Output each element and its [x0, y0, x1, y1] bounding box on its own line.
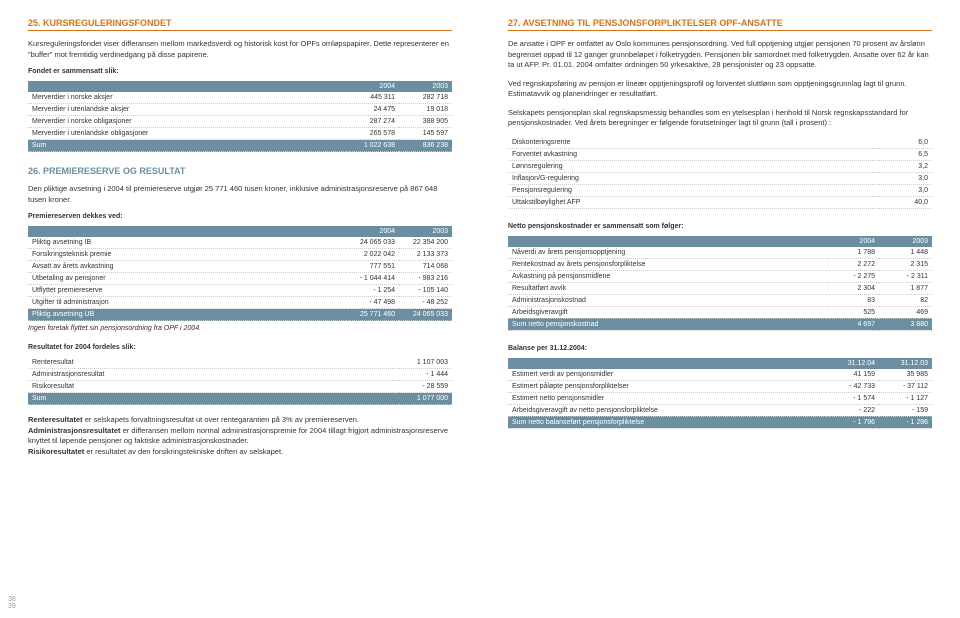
sum-row: Sum1 022 638836 238: [28, 140, 452, 152]
table-row: Merverdier i norske obligasjoner287 2743…: [28, 116, 452, 128]
table-row: Utflyttet premiereserve- 1 254- 105 140: [28, 285, 452, 297]
table-row: Uttakstilbøylighet AFP40,0: [508, 196, 932, 208]
table-row: Forsikringsteknisk premie2 022 0422 133 …: [28, 249, 452, 261]
sum-row: Sum netto balanseført pensjonsforpliktel…: [508, 416, 932, 428]
left-page: 25. KURSREGULERINGSFONDET Kursregulering…: [0, 0, 480, 618]
table-intro: Fondet er sammensatt slik:: [28, 68, 452, 75]
table-row: Administrasjonsresultat- 1 444: [28, 369, 452, 381]
netcost-intro: Netto pensjonskostnader er sammensatt so…: [508, 223, 932, 230]
table-row: Utbetaling av pensjoner- 1 044 414- 983 …: [28, 273, 452, 285]
table-row: Nåverdi av årets pensjonsopptjening1 788…: [508, 247, 932, 259]
section-27-p2: Ved regnskapsføring av pensjon er lineær…: [508, 79, 932, 100]
fund-table: 20042003Merverdier i norske aksjer445 31…: [28, 81, 452, 152]
table-row: Merverdier i utenlandske aksjer24 47519 …: [28, 104, 452, 116]
table-row: Estimert påløpte pensjonsforpliktelser- …: [508, 380, 932, 392]
table-row: Utgifter til administrasjon- 47 498- 48 …: [28, 297, 452, 309]
section-27-p1: De ansatte i OPF er omfattet av Oslo kom…: [508, 39, 932, 71]
section-26-para: Den pliktige avsetning i 2004 til premie…: [28, 184, 452, 205]
table-row: Inflasjon/G-regulering3,0: [508, 172, 932, 184]
table-row: Merverdier i utenlandske obligasjoner265…: [28, 128, 452, 140]
sum-row: Pliktig avsetning UB25 771 46024 065 033: [28, 309, 452, 321]
balance-table: 31.12.0431.12.03Estimert verdi av pensjo…: [508, 358, 932, 429]
table-row: Lønnsregulering3,2: [508, 160, 932, 172]
section-27-title: 27. AVSETNING TIL PENSJONSFORPLIKTELSER …: [508, 18, 932, 31]
netcost-table: 20042003Nåverdi av årets pensjonsopptjen…: [508, 236, 932, 331]
table-row: Resultatført avvik2 3041 877: [508, 282, 932, 294]
table-row: Risikoresultat- 28 559: [28, 381, 452, 393]
reserve-table: 20042003Pliktig avsetning IB24 065 03322…: [28, 226, 452, 321]
table-row: Administrasjonskostnad8382: [508, 294, 932, 306]
table-row: Renteresultat1 107 003: [28, 357, 452, 369]
balance-intro: Balanse per 31.12.2004:: [508, 345, 932, 352]
result-explain: Renteresultatet er selskapets forvaltnin…: [28, 415, 452, 457]
section-27-p3: Selskapets pensjonsplan skal regnskapsme…: [508, 108, 932, 129]
assumptions-table: Diskonteringsrente6,0Forventet avkastnin…: [508, 137, 932, 209]
sum-row: Sum1 077 000: [28, 393, 452, 405]
table-row: Merverdier i norske aksjer445 311282 718: [28, 92, 452, 104]
table-row: Arbeidsgiveravgift av netto pensjonsforp…: [508, 404, 932, 416]
table-intro-2: Premiereserven dekkes ved:: [28, 213, 452, 220]
table-row: Diskonteringsrente6,0: [508, 137, 932, 149]
result-table: Renteresultat1 107 003Administrasjonsres…: [28, 357, 452, 405]
section-25-title: 25. KURSREGULERINGSFONDET: [28, 18, 452, 31]
table-row: Pensjonsregulering3,0: [508, 184, 932, 196]
table-note: Ingen foretak flyttet sin pensjonsordnin…: [28, 325, 452, 332]
table-row: Rentekostnad av årets pensjonsforpliktel…: [508, 258, 932, 270]
table-row: Avsatt av årets avkastning777 551714 068: [28, 261, 452, 273]
section-25-para: Kursreguleringsfondet viser differansen …: [28, 39, 452, 60]
table-row: Arbeidsgiveravgift525469: [508, 306, 932, 318]
table-row: Forventet avkastning6,5: [508, 148, 932, 160]
table-row: Estimert netto pensjonsmidler- 1 574- 1 …: [508, 392, 932, 404]
table-row: Pliktig avsetning IB24 065 03322 354 200: [28, 237, 452, 249]
page-number: 38 39: [8, 596, 16, 610]
table-row: Avkastning på pensjonsmidlene- 2 275- 2 …: [508, 270, 932, 282]
right-page: 27. AVSETNING TIL PENSJONSFORPLIKTELSER …: [480, 0, 960, 618]
section-26-title: 26. PREMIERESERVE OG RESULTAT: [28, 166, 452, 176]
sum-row: Sum netto pensjonskostnad4 6973 880: [508, 318, 932, 330]
table-row: Estimert verdi av pensjonsmidler41 15935…: [508, 369, 932, 381]
result-intro: Resultatet for 2004 fordeles slik:: [28, 344, 452, 351]
